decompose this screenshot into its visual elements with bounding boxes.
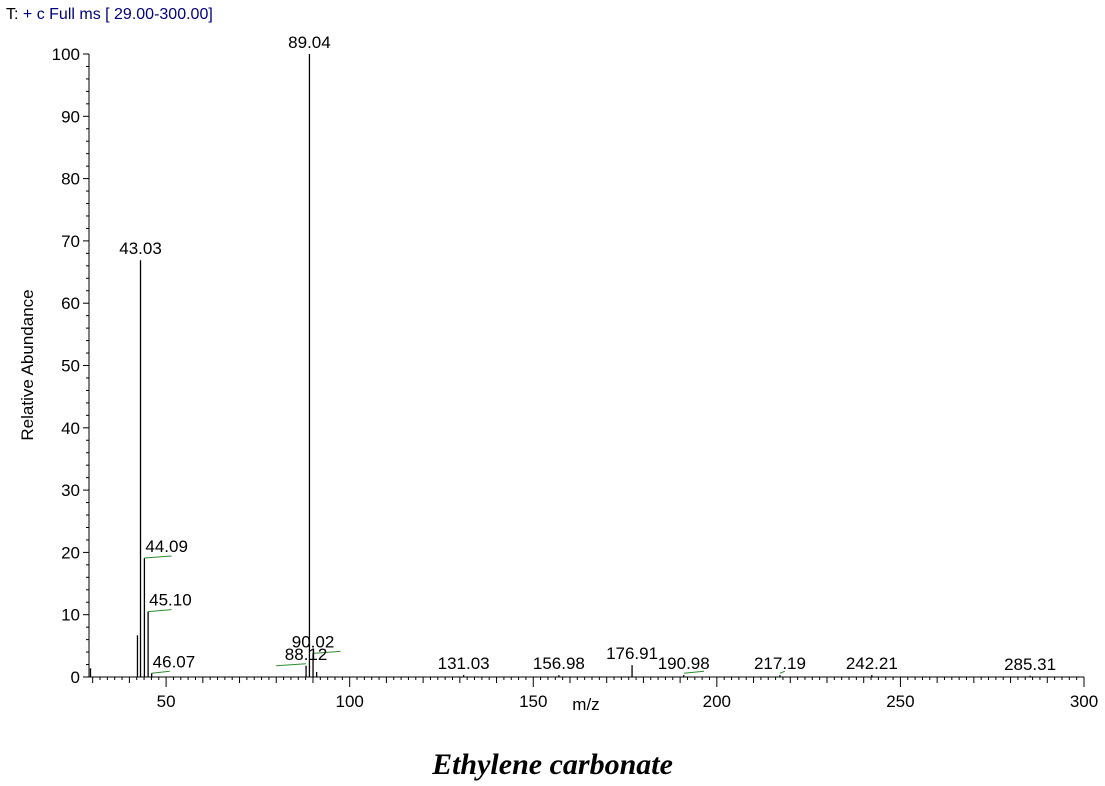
y-tick-label: 10 <box>61 606 80 625</box>
axes <box>88 54 1084 678</box>
x-tick-label: 100 <box>335 692 363 711</box>
isotope-marker <box>151 670 170 674</box>
peaks <box>89 54 1031 677</box>
isotope-marker <box>779 670 785 674</box>
isotope-marker <box>276 663 307 667</box>
y-tick-label: 40 <box>61 419 80 438</box>
peak-label: 190.98 <box>658 654 710 673</box>
peak-label: 88.12 <box>285 645 328 664</box>
x-tick-label: 300 <box>1070 692 1098 711</box>
peak-label: 131.03 <box>438 654 490 673</box>
peak-label: 285.31 <box>1004 655 1056 674</box>
scan-filter: + c Full ms [ 29.00-300.00] <box>22 6 213 23</box>
x-tick-label: 250 <box>886 692 914 711</box>
y-axis-title: Relative Abundance <box>18 289 37 440</box>
peak-label: 89.04 <box>288 33 331 52</box>
y-tick-label: 20 <box>61 543 80 562</box>
peak-labels: 43.03 44.09 45.10 46.07 88.12 89.04 90.02 131.0… <box>119 33 1056 674</box>
header-prefix: T: <box>6 6 19 23</box>
x-tick-label: 200 <box>703 692 731 711</box>
peak-label: 156.98 <box>533 654 585 673</box>
x-tick-label: 150 <box>519 692 547 711</box>
y-tick-label: 0 <box>71 668 80 687</box>
scan-header: T: + c Full ms [ 29.00-300.00] <box>6 6 213 24</box>
peak-label: 217.19 <box>754 654 806 673</box>
isotope-marker <box>683 670 705 674</box>
isotope-marker <box>148 609 172 613</box>
x-axis-title: m/z <box>572 695 599 714</box>
y-tick-label: 90 <box>61 107 80 126</box>
peak-label: 176.91 <box>606 644 658 663</box>
y-tick-label: 50 <box>61 357 80 376</box>
ticks: 0 10 20 30 40 50 60 70 80 90 100 50 100 150 200 250 300 <box>52 45 1099 711</box>
x-tick-label: 50 <box>157 692 176 711</box>
y-tick-label: 30 <box>61 481 80 500</box>
y-tick-label: 70 <box>61 232 80 251</box>
isotope-marker <box>144 555 172 559</box>
peak-label: 46.07 <box>153 652 196 671</box>
isotope-markers <box>144 555 785 674</box>
isotope-marker <box>313 650 341 654</box>
y-tick-label: 60 <box>61 294 80 313</box>
peak-label: 242.21 <box>846 654 898 673</box>
compound-name: Ethylene carbonate <box>432 748 673 781</box>
y-tick-label: 100 <box>52 45 80 64</box>
peak-label: 90.02 <box>292 632 335 651</box>
peak-label: 43.03 <box>119 239 162 258</box>
peak-label: 45.10 <box>149 591 192 610</box>
y-tick-label: 80 <box>61 170 80 189</box>
peak-label: 44.09 <box>145 537 188 556</box>
